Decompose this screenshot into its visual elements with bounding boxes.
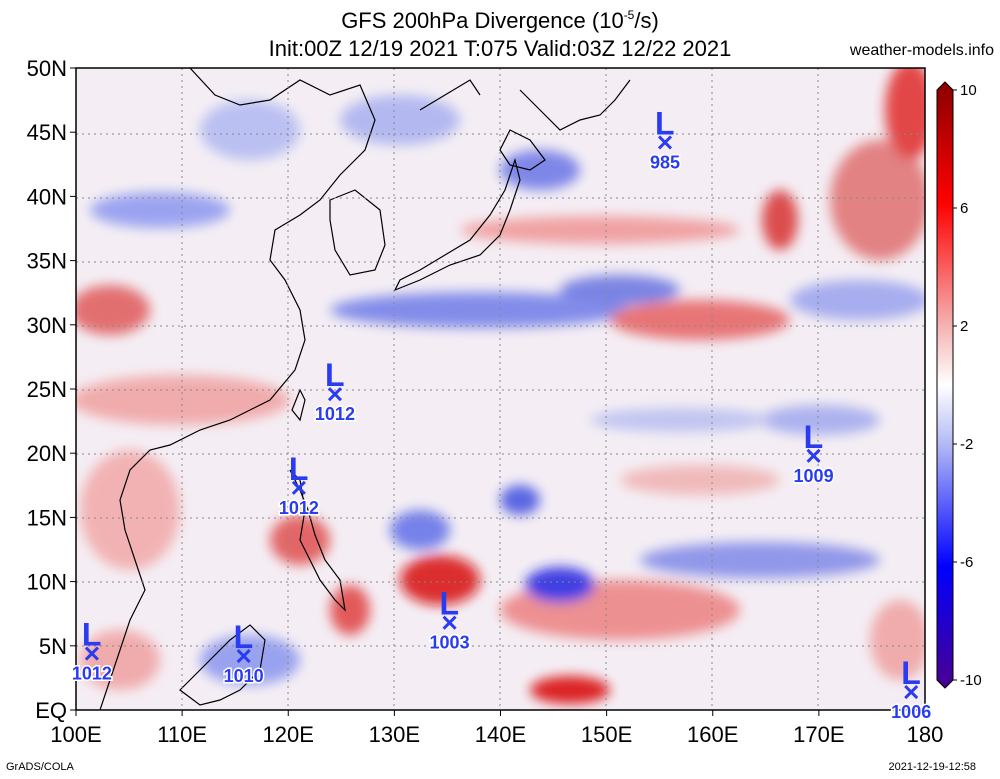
colorbar-tick-label: -10 [960, 672, 982, 689]
colorbar-tick-label: 6 [960, 200, 968, 217]
low-pressure-marker: L 1012 [70, 617, 113, 686]
colorbar: 10 6 2 -2 -6 -10 [936, 81, 982, 689]
low-pressure-value: 1010 [224, 666, 264, 686]
lon-tick-label: 150E [581, 722, 632, 747]
low-pressure-marker: L 1010 [222, 619, 265, 688]
colorbar-tick-label: -2 [960, 436, 973, 453]
lon-tick-label: 110E [157, 722, 207, 747]
lon-tick-label: 170E [793, 722, 844, 747]
low-center-mark [327, 387, 343, 402]
low-pressure-value: 1003 [430, 633, 470, 653]
lon-tick-label: 140E [475, 722, 526, 747]
lat-tick-label: 35N [27, 249, 67, 274]
low-center-mark [806, 448, 821, 463]
divergence-field [76, 68, 925, 710]
low-center-mark [291, 480, 306, 495]
low-center-mark [657, 135, 673, 150]
lon-tick-label: 180 [907, 722, 944, 747]
axes: 100E 110E 120E 130E 140E 150E 160E 170E 180EQ5N1… [27, 56, 944, 747]
low-pressure-value: 1006 [891, 702, 931, 722]
low-pressure-value: 1012 [72, 664, 112, 684]
lat-tick-label: 10N [27, 570, 67, 595]
gridlines [76, 68, 925, 710]
colorbar-tick-label: 10 [960, 82, 977, 99]
lon-tick-label: 160E [687, 722, 738, 747]
lat-tick-label: EQ [35, 698, 67, 723]
low-letter: L [289, 451, 309, 487]
low-center-mark [84, 646, 99, 661]
low-center-mark [904, 684, 919, 700]
lat-tick-label: 20N [27, 441, 67, 466]
lat-tick-label: 40N [27, 184, 67, 209]
footer-credit: GrADS/COLA [6, 761, 74, 773]
coastlines [99, 68, 631, 710]
low-letter: L [901, 655, 921, 691]
lat-tick-label: 50N [27, 56, 67, 81]
lat-tick-label: 5N [39, 634, 67, 659]
low-pressure-marker: L 1009 [792, 419, 835, 488]
low-pressure-value: 1012 [315, 404, 355, 424]
low-pressure-marker: L 1012 [277, 451, 320, 519]
colorbar-bar [936, 81, 954, 689]
lon-tick-label: 130E [369, 722, 420, 747]
lon-tick-label: 100E [50, 722, 101, 747]
lat-tick-label: 15N [27, 505, 67, 530]
lat-tick-label: 30N [27, 313, 67, 338]
site-credit: weather-models.info [849, 42, 994, 59]
low-pressure-marker: L 1006 [890, 655, 933, 724]
pressure-lows: L 985 L 1012 L 1012 L 1009 L 1003 L 1012 L 1010 L 1006 [70, 105, 933, 724]
low-letter: L [804, 419, 824, 455]
low-pressure-value: 1009 [794, 466, 834, 486]
colorbar-tick-label: -6 [960, 554, 973, 571]
lon-tick-label: 120E [263, 722, 314, 747]
low-letter: L [234, 619, 254, 655]
low-center-mark [236, 649, 251, 664]
colorbar-tick-label: 2 [960, 318, 968, 335]
lat-tick-label: 45N [27, 120, 67, 145]
low-pressure-marker: L 985 [648, 105, 681, 174]
lat-tick-label: 25N [27, 377, 67, 402]
chart-title: GFS 200hPa Divergence (10-5/s) [341, 8, 659, 33]
footer-timestamp: 2021-12-19-12:58 [888, 761, 976, 773]
low-pressure-value: 1012 [279, 498, 319, 518]
low-pressure-value: 985 [650, 152, 680, 172]
low-letter: L [440, 586, 460, 622]
chart-subtitle: Init:00Z 12/19 2021 T:075 Valid:03Z 12/2… [268, 36, 732, 61]
low-letter: L [325, 357, 345, 393]
low-letter: L [655, 105, 675, 141]
low-center-mark [442, 615, 457, 630]
low-pressure-marker: L 1003 [428, 586, 471, 655]
low-pressure-marker: L 1012 [313, 357, 356, 426]
low-letter: L [82, 617, 102, 653]
